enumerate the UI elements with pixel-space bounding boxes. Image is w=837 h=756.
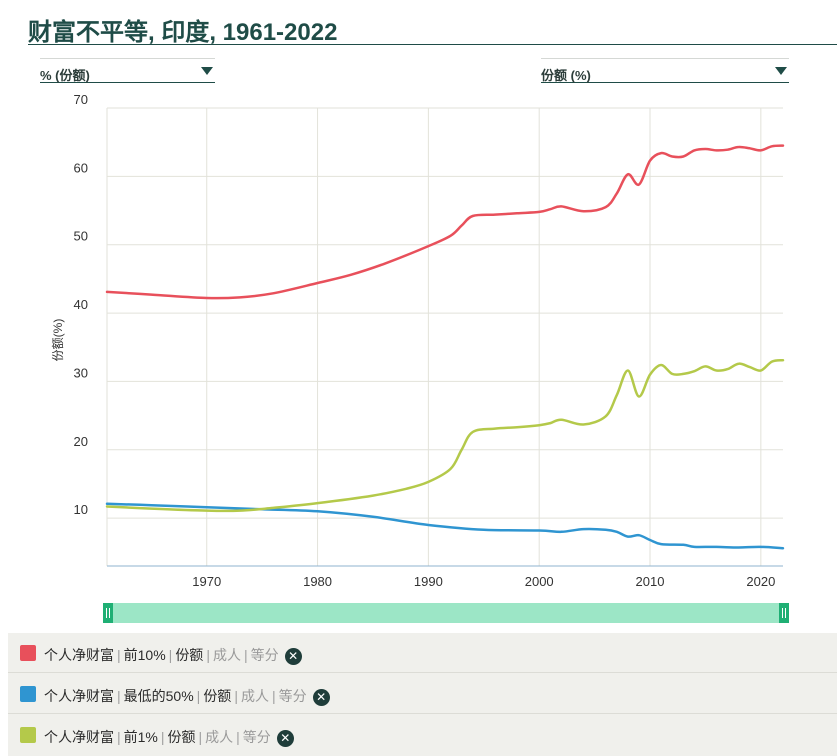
x-tick-label: 2020 <box>746 574 775 589</box>
unit-select[interactable]: % (份额) <box>40 58 215 83</box>
x-tick-label: 2010 <box>636 574 665 589</box>
legend-method: 等分 <box>242 729 271 745</box>
legend-method: 等分 <box>278 688 307 704</box>
y-tick-label: 60 <box>74 160 88 175</box>
chevron-down-icon <box>775 67 787 75</box>
legend-measure: 份额 <box>167 729 196 745</box>
legend-group: 前10% <box>123 647 166 663</box>
y-tick-label: 10 <box>74 502 88 517</box>
remove-icon[interactable]: ✕ <box>312 689 330 706</box>
line-chart: 10 20 30 40 50 60 70 1970 1980 1990 2000 2010 2020 份… <box>51 92 785 589</box>
y-tick-label: 50 <box>74 229 88 244</box>
legend-swatch <box>20 727 36 743</box>
legend-measure: 份额 <box>175 647 204 663</box>
legend-group: 最低的50% <box>123 688 194 704</box>
y-tick-label: 40 <box>74 297 88 312</box>
y-tick-label: 20 <box>74 434 88 449</box>
legend-item-bottom50[interactable]: 个人净财富 | 最低的50% | 份额 | 成人 | 等分 ✕ <box>8 674 837 714</box>
range-end-handle[interactable] <box>779 603 789 623</box>
remove-icon[interactable]: ✕ <box>284 648 302 665</box>
series-line-bottom50[interactable] <box>105 502 785 550</box>
legend-group: 前1% <box>123 729 158 745</box>
legend-population: 成人 <box>240 688 269 704</box>
x-tick-label: 1990 <box>414 574 443 589</box>
time-range-slider[interactable] <box>103 603 789 623</box>
legend-measure: 份额 <box>203 688 232 704</box>
series-line-top1[interactable] <box>105 358 785 513</box>
remove-icon[interactable]: ✕ <box>276 730 294 747</box>
y-tick-label: 30 <box>74 365 88 380</box>
range-start-handle[interactable] <box>103 603 113 623</box>
legend-metric: 个人净财富 <box>44 688 114 704</box>
legend-swatch <box>20 686 36 702</box>
x-tick-label: 2000 <box>525 574 554 589</box>
x-tick-label: 1980 <box>303 574 332 589</box>
y-tick-label: 70 <box>74 92 88 107</box>
chevron-down-icon <box>201 67 213 75</box>
series-line-top10[interactable] <box>105 144 785 300</box>
legend-item-top10[interactable]: 个人净财富 | 前10% | 份额 | 成人 | 等分 ✕ <box>8 633 837 673</box>
measure-select-value: 份额 (%) <box>541 68 591 83</box>
x-tick-label: 1970 <box>192 574 221 589</box>
legend-method: 等分 <box>250 647 279 663</box>
legend-item-top1[interactable]: 个人净财富 | 前1% | 份额 | 成人 | 等分 ✕ <box>8 715 837 755</box>
legend-swatch <box>20 645 36 661</box>
legend-metric: 个人净财富 <box>44 729 114 745</box>
legend-metric: 个人净财富 <box>44 647 114 663</box>
legend-population: 成人 <box>205 729 234 745</box>
measure-select[interactable]: 份额 (%) <box>541 58 789 83</box>
series-legend: 个人净财富 | 前10% | 份额 | 成人 | 等分 ✕ 个人净财富 | 最低的50% | 份额 | 成人 |… <box>8 633 837 756</box>
title-divider <box>28 44 837 45</box>
legend-population: 成人 <box>212 647 241 663</box>
page-title: 财富不平等, 印度, 1961-2022 <box>28 19 338 46</box>
unit-select-value: % (份额) <box>40 68 90 83</box>
y-axis-label: 份额(%) <box>51 319 65 362</box>
